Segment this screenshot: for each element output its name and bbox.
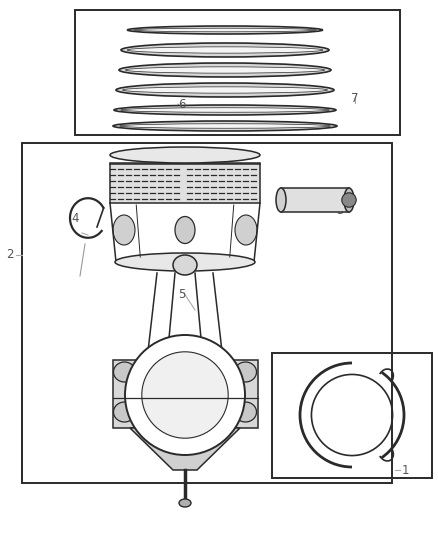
Ellipse shape [127,26,322,34]
Bar [281,188,349,212]
Ellipse shape [113,362,135,382]
Ellipse shape [163,344,207,366]
Ellipse shape [179,499,191,507]
Ellipse shape [114,105,336,115]
Ellipse shape [120,108,329,112]
Bar [22,143,392,483]
Ellipse shape [175,216,195,244]
Ellipse shape [234,362,257,382]
Polygon shape [130,428,240,470]
Circle shape [142,352,228,438]
Bar [272,353,432,478]
Ellipse shape [127,47,323,53]
Ellipse shape [113,215,135,245]
Circle shape [125,335,245,455]
Text: 2: 2 [6,248,14,262]
Text: 3: 3 [336,204,344,216]
Ellipse shape [235,215,257,245]
Bar [110,163,260,203]
Ellipse shape [234,402,257,422]
Ellipse shape [113,121,337,131]
Ellipse shape [125,67,325,73]
Text: 1: 1 [401,464,409,477]
Circle shape [342,193,356,207]
Ellipse shape [116,83,334,97]
Text: 7: 7 [351,92,359,104]
Ellipse shape [173,255,197,275]
Ellipse shape [115,253,255,271]
Text: 6: 6 [178,99,186,111]
Bar [75,10,400,135]
Ellipse shape [121,43,329,57]
Ellipse shape [344,188,354,212]
Ellipse shape [110,147,260,163]
Text: 4: 4 [71,212,79,224]
Ellipse shape [119,63,331,77]
Ellipse shape [123,87,328,93]
Ellipse shape [113,402,135,422]
Ellipse shape [133,28,317,32]
Ellipse shape [276,188,286,212]
Bar [113,360,258,428]
Ellipse shape [120,124,330,128]
Text: 5: 5 [178,288,186,302]
